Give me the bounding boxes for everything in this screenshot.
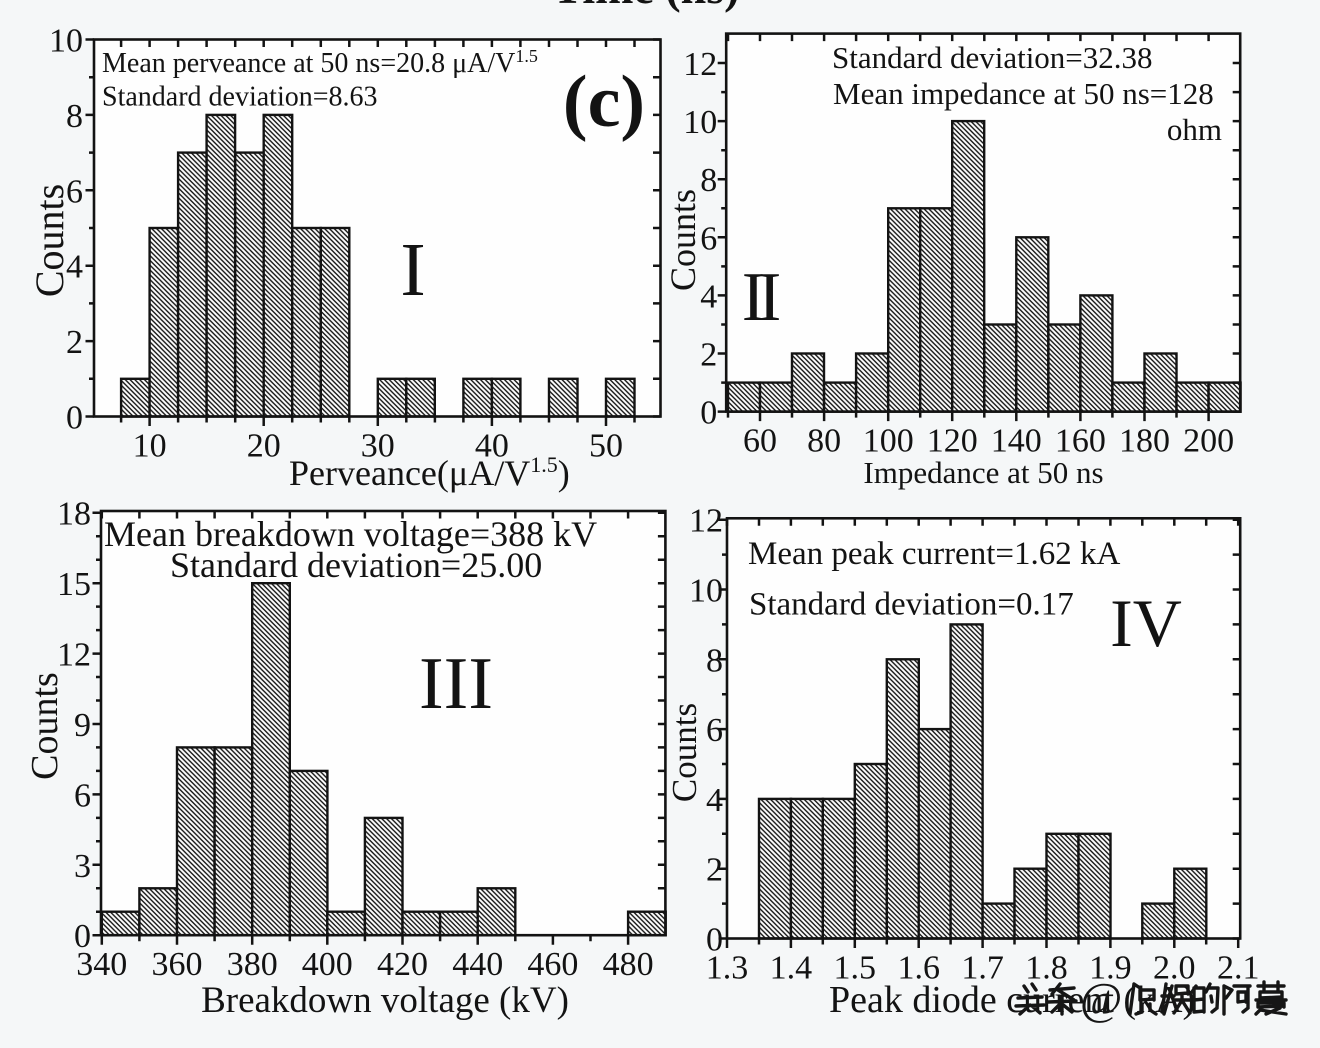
svg-text:2: 2 <box>66 324 83 361</box>
svg-text:Standard deviation=25.00: Standard deviation=25.00 <box>170 545 542 585</box>
svg-text:15: 15 <box>57 566 91 603</box>
svg-text:Counts: Counts <box>663 189 703 291</box>
svg-text:1.3: 1.3 <box>706 950 749 987</box>
svg-text:50: 50 <box>589 428 623 465</box>
svg-text:20: 20 <box>247 428 281 465</box>
svg-text:1.9: 1.9 <box>1089 950 1132 987</box>
svg-text:0: 0 <box>706 922 723 959</box>
svg-text:2.1: 2.1 <box>1217 950 1260 987</box>
svg-text:480: 480 <box>603 946 654 983</box>
svg-text:6: 6 <box>74 777 91 814</box>
svg-text:460: 460 <box>527 946 578 983</box>
svg-text:140: 140 <box>991 423 1042 460</box>
svg-text:Mean perveance at 50 ns=20.8 μ: Mean perveance at 50 ns=20.8 μA/V1.5 <box>102 46 538 79</box>
svg-text:II: II <box>742 259 779 336</box>
svg-text:9: 9 <box>74 707 91 744</box>
svg-text:180: 180 <box>1119 423 1170 460</box>
svg-text:1.7: 1.7 <box>961 950 1004 987</box>
svg-text:6: 6 <box>66 173 83 210</box>
svg-text:200: 200 <box>1183 423 1234 460</box>
svg-text:ohm: ohm <box>1167 112 1222 147</box>
svg-text:380: 380 <box>227 946 278 983</box>
svg-text:IV: IV <box>1110 585 1182 661</box>
svg-text:4: 4 <box>700 278 717 315</box>
svg-text:@: @ <box>1080 973 1122 1024</box>
svg-text:6: 6 <box>706 712 723 749</box>
svg-text:360: 360 <box>152 946 203 983</box>
svg-text:1.8: 1.8 <box>1025 950 1068 987</box>
svg-text:80: 80 <box>807 423 841 460</box>
svg-text:Standard deviation=0.17: Standard deviation=0.17 <box>749 587 1074 623</box>
svg-text:12: 12 <box>57 637 91 674</box>
svg-text:100: 100 <box>863 423 914 460</box>
svg-text:4: 4 <box>66 249 83 286</box>
svg-text:12: 12 <box>689 503 723 540</box>
svg-text:Standard deviation=8.63: Standard deviation=8.63 <box>102 82 378 113</box>
svg-text:0: 0 <box>66 400 83 437</box>
svg-text:2: 2 <box>706 852 723 889</box>
svg-text:10: 10 <box>49 23 83 60</box>
svg-text:160: 160 <box>1055 423 1106 460</box>
svg-text:Time (ns): Time (ns) <box>553 0 740 13</box>
svg-text:30: 30 <box>361 428 395 465</box>
svg-text:Standard deviation=32.38: Standard deviation=32.38 <box>832 40 1153 75</box>
svg-text:18: 18 <box>57 496 91 533</box>
svg-text:Mean impedance at 50 ns=128: Mean impedance at 50 ns=128 <box>833 76 1214 111</box>
svg-text:Counts: Counts <box>24 672 66 780</box>
svg-text:8: 8 <box>66 98 83 135</box>
svg-text:12: 12 <box>683 46 717 83</box>
svg-text:0: 0 <box>74 918 91 955</box>
svg-text:120: 120 <box>927 423 978 460</box>
svg-text:400: 400 <box>302 946 353 983</box>
svg-text:1.4: 1.4 <box>770 950 813 987</box>
svg-text:2: 2 <box>700 337 717 374</box>
svg-text:60: 60 <box>743 423 777 460</box>
svg-text:Counts: Counts <box>665 703 704 802</box>
svg-text:1.5: 1.5 <box>834 950 877 987</box>
svg-text:420: 420 <box>377 946 428 983</box>
svg-text:1.6: 1.6 <box>897 950 940 987</box>
svg-text:Impedance at 50 ns: Impedance at 50 ns <box>863 455 1103 490</box>
svg-text:Mean breakdown voltage=388 kV: Mean breakdown voltage=388 kV <box>104 514 597 554</box>
svg-text:10: 10 <box>133 428 167 465</box>
svg-text:8: 8 <box>700 162 717 199</box>
svg-text:340: 340 <box>76 946 127 983</box>
svg-text:10: 10 <box>689 573 723 610</box>
svg-text:Breakdown voltage (kV): Breakdown voltage (kV) <box>201 980 569 1021</box>
svg-text:6: 6 <box>700 220 717 257</box>
svg-text:III: III <box>419 643 493 725</box>
svg-text:(c): (c) <box>563 61 645 143</box>
svg-text:I: I <box>400 228 425 312</box>
svg-text:40: 40 <box>475 428 509 465</box>
svg-text:0: 0 <box>700 395 717 432</box>
svg-text:Counts: Counts <box>27 184 72 297</box>
svg-text:2.0: 2.0 <box>1153 950 1196 987</box>
svg-text:3: 3 <box>74 848 91 885</box>
svg-text:10: 10 <box>683 104 717 141</box>
svg-text:Perveance(μA/V1.5): Perveance(μA/V1.5) <box>289 452 570 493</box>
svg-text:8: 8 <box>706 642 723 679</box>
svg-text:Mean peak current=1.62 kA: Mean peak current=1.62 kA <box>748 536 1120 572</box>
svg-text:440: 440 <box>452 946 503 983</box>
svg-text:4: 4 <box>706 782 723 819</box>
